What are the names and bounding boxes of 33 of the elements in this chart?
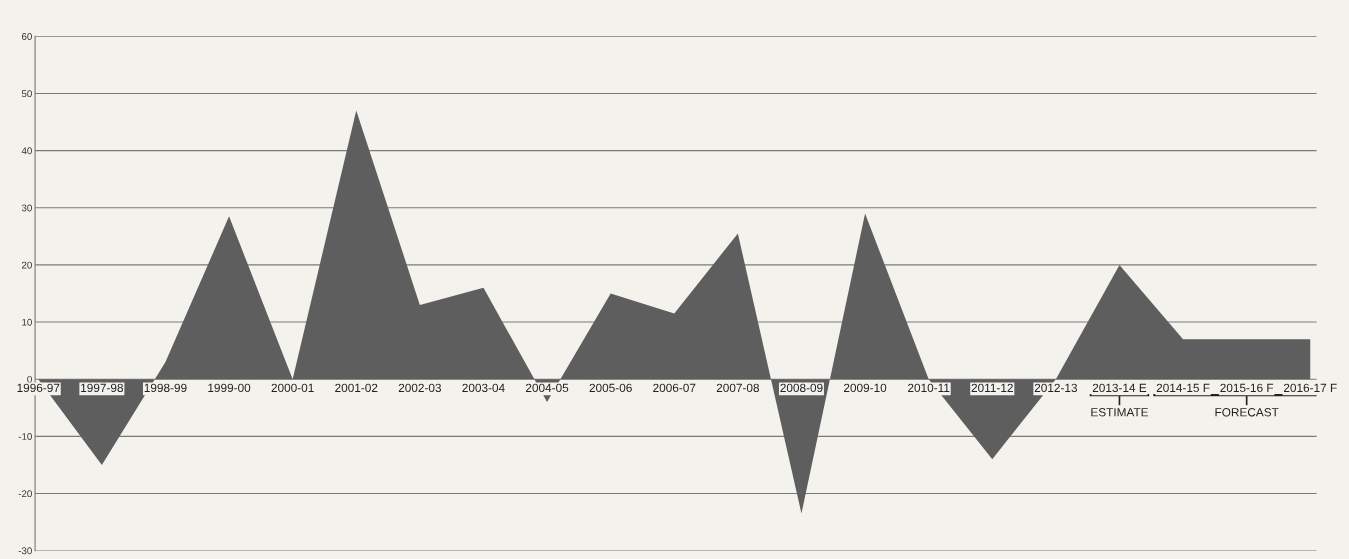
x-tick-label: 1999-00 — [208, 383, 251, 393]
x-tick-label: 2014-15 F — [1156, 383, 1210, 393]
x-tick-label: 2005-06 — [589, 383, 632, 393]
y-tick-label: 40 — [21, 147, 32, 155]
y-tick-label: -10 — [18, 433, 32, 440]
x-tick-label: 2009-10 — [843, 383, 887, 393]
x-tick-label: 2008-09 — [780, 383, 823, 393]
x-tick-label: 2003-04 — [462, 383, 505, 393]
y-tick-label: 60 — [21, 33, 32, 40]
y-tick-label: 0 — [27, 375, 32, 383]
x-tick-label: 1996-97 — [17, 383, 60, 393]
annotation: ESTIMATE — [1091, 408, 1149, 417]
y-tick-label: 50 — [21, 90, 32, 98]
y-tick-label: -20 — [18, 490, 32, 498]
x-tick-label: 2000-01 — [271, 383, 314, 393]
y-tick-label: 20 — [21, 261, 32, 269]
x-tick-label: 2012-13 — [1034, 383, 1078, 393]
x-tick-label: 2006-07 — [653, 383, 696, 393]
x-tick-label: 1997-98 — [81, 383, 124, 393]
x-tick-label: 2002-03 — [398, 383, 441, 393]
x-tick-label: 2015-16 F — [1220, 383, 1274, 393]
x-tick-label: 2011-12 — [971, 383, 1013, 393]
annotation: FORECAST — [1215, 408, 1279, 417]
x-tick-label: 2001-02 — [335, 383, 378, 393]
x-tick-label: 2004-05 — [525, 383, 569, 393]
x-tick-label: 2016-17 F — [1283, 383, 1337, 393]
x-tick-label: 1998-99 — [144, 383, 187, 393]
y-tick-label: 10 — [22, 318, 32, 326]
x-tick-label: 2013-14 E — [1092, 383, 1147, 393]
x-tick-label: 2010-11 — [908, 383, 950, 393]
x-tick-label: 2007-08 — [716, 383, 760, 393]
y-tick-label: 30 — [21, 204, 32, 212]
y-tick-label: -30 — [18, 547, 32, 555]
